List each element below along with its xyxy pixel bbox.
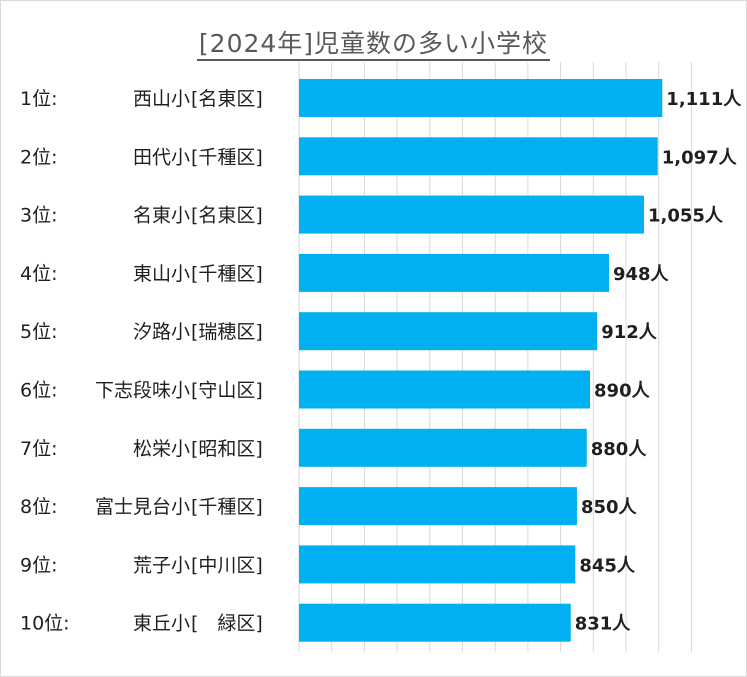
bar bbox=[299, 428, 587, 467]
ward-label: [名東区] bbox=[191, 88, 263, 110]
rank-label: 7位: bbox=[20, 438, 58, 460]
value-label: 845人 bbox=[579, 555, 636, 576]
school-label: 下志段味小 bbox=[95, 380, 190, 402]
value-label: 1,097人 bbox=[662, 147, 738, 168]
bar bbox=[299, 253, 609, 292]
bar bbox=[299, 137, 658, 176]
value-label: 1,111人 bbox=[666, 89, 742, 110]
value-labels: 1,111人 1,097人 1,055人 948人 912人 890人 880人 850人 84… bbox=[575, 89, 742, 635]
rank-label: 1位: bbox=[20, 88, 58, 110]
rank-label: 2位: bbox=[20, 146, 58, 168]
chart-title: [2024年]児童数の多い小学校 bbox=[0, 24, 747, 61]
rank-label: 4位: bbox=[20, 263, 58, 285]
rank-label: 3位: bbox=[20, 205, 58, 227]
bar bbox=[299, 545, 576, 584]
school-label: 東丘小 bbox=[133, 613, 190, 635]
value-label: 912人 bbox=[601, 322, 658, 343]
ward-label: [中川区] bbox=[191, 554, 263, 576]
bar bbox=[299, 487, 577, 526]
value-label: 890人 bbox=[594, 381, 651, 402]
ward-label: [昭和区] bbox=[191, 438, 263, 460]
ward-label: [瑞穂区] bbox=[191, 321, 263, 343]
ward-label: [守山区] bbox=[191, 380, 263, 402]
value-label: 1,055人 bbox=[648, 206, 724, 227]
school-label: 田代小 bbox=[133, 146, 190, 168]
rank-label: 6位: bbox=[20, 380, 58, 402]
ward-label: [ 緑区] bbox=[191, 613, 263, 635]
ward-label: [名東区] bbox=[191, 205, 263, 227]
bar bbox=[299, 79, 663, 117]
rank-label: 9位: bbox=[20, 554, 58, 576]
school-label: 荒子小 bbox=[133, 554, 190, 576]
bar bbox=[299, 370, 591, 409]
school-label: 富士見台小 bbox=[95, 496, 190, 518]
chart-title-text: [2024年]児童数の多い小学校 bbox=[196, 29, 551, 61]
school-label: 松栄小 bbox=[133, 438, 190, 460]
rank-label: 10位: bbox=[20, 613, 70, 635]
bar bbox=[299, 195, 644, 234]
value-label: 850人 bbox=[581, 497, 638, 518]
rank-label: 8位: bbox=[20, 496, 58, 518]
school-label: 東山小 bbox=[133, 263, 190, 285]
ward-label: [千種区] bbox=[191, 496, 263, 518]
school-label: 西山小 bbox=[133, 88, 190, 110]
category-labels: 1位: 西山小 [名東区]2位: 田代小 [千種区]3位: 名東小 [名東区]4位: 東山小[… bbox=[20, 88, 263, 635]
value-label: 831人 bbox=[575, 614, 632, 635]
school-label: 汐路小 bbox=[133, 321, 190, 343]
bars bbox=[299, 79, 663, 642]
bar bbox=[299, 603, 571, 642]
school-label: 名東小 bbox=[133, 205, 190, 227]
ward-label: [千種区] bbox=[191, 263, 263, 285]
bar bbox=[299, 312, 598, 351]
rank-label: 5位: bbox=[20, 321, 58, 343]
value-label: 948人 bbox=[613, 264, 670, 285]
value-label: 880人 bbox=[591, 439, 648, 460]
ward-label: [千種区] bbox=[191, 146, 263, 168]
